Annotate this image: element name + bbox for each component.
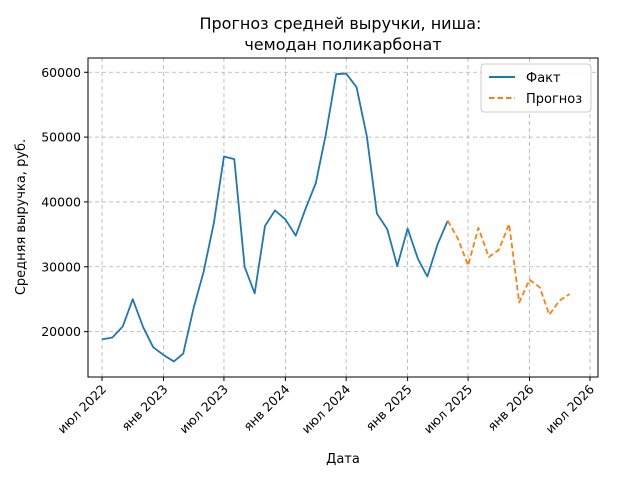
chart-title-line-1: Прогноз средней выручки, ниша: [199, 14, 481, 33]
y-tick-label: 60000 [41, 65, 81, 80]
series-line-forecast [446, 220, 571, 316]
x-tick-label: июл 2026 [542, 381, 597, 436]
legend: Факт Прогноз [480, 63, 592, 113]
chart-title: Прогноз средней выручки, ниша: чемодан п… [199, 14, 486, 54]
grid [88, 58, 598, 377]
x-tick-label: янв 2023 [118, 382, 170, 434]
axis-ticks: июл 2022 янв 2023 июл 2023 янв 2024 июл 2024… [41, 65, 597, 436]
x-tick-label: янв 2026 [484, 381, 536, 433]
y-tick-label: 30000 [41, 259, 81, 274]
chart-title-line-2: чемодан поликарбонат [244, 35, 441, 54]
legend-label-fact: Факт [526, 71, 561, 86]
y-tick-label: 50000 [41, 130, 81, 145]
plot-frame [87, 57, 599, 378]
x-tick-label: июл 2022 [54, 382, 109, 437]
series-line-fact [101, 72, 449, 363]
x-tick-label: янв 2024 [240, 381, 292, 433]
x-axis-label: Дата [326, 452, 360, 467]
y-tick-label: 40000 [41, 194, 81, 209]
x-tick-label: июл 2024 [299, 381, 354, 436]
y-tick-label: 20000 [41, 324, 81, 339]
y-axis-label: Средняя выручка, руб. [14, 139, 29, 295]
x-tick-label: янв 2025 [363, 382, 415, 434]
x-tick-label: июл 2025 [420, 382, 475, 437]
series-layer [101, 72, 571, 363]
legend-label-forecast: Прогноз [526, 92, 582, 107]
x-tick-label: июл 2023 [176, 382, 231, 437]
